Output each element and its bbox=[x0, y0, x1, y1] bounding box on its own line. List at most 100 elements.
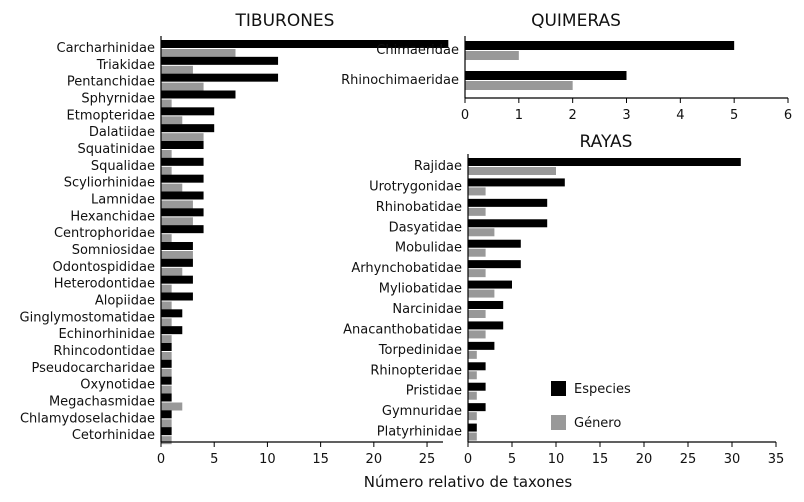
bar-genero-arhynchobatidae bbox=[468, 269, 486, 278]
category-label-dasyatidae: Dasyatidae bbox=[389, 220, 462, 235]
category-label-sphyrnidae: Sphyrnidae bbox=[81, 92, 155, 107]
bar-genero-mobulidae bbox=[468, 248, 486, 257]
bar-genero-pseudocarcharidae bbox=[161, 368, 172, 377]
panel-title: RAYAS bbox=[580, 132, 633, 152]
legend-label-g-nero: Género bbox=[574, 416, 621, 431]
x-tick-label: 2 bbox=[569, 108, 577, 123]
category-label-arhynchobatidae: Arhynchobatidae bbox=[351, 261, 462, 276]
bar-especies-odontospididae bbox=[161, 258, 193, 267]
bar-genero-somniosidae bbox=[161, 251, 193, 259]
bar-especies-chlamydoselachidae bbox=[161, 410, 172, 419]
x-tick-label: 10 bbox=[548, 452, 565, 467]
category-label-pentanchidae: Pentanchidae bbox=[67, 75, 155, 90]
bar-especies-squalidae bbox=[161, 157, 204, 166]
bar-especies-lamnidae bbox=[161, 191, 204, 200]
category-label-centrophoridae: Centrophoridae bbox=[54, 226, 155, 241]
x-tick-label: 25 bbox=[419, 452, 436, 467]
bar-genero-triakidae bbox=[161, 65, 193, 74]
bar-especies-heterodontidae bbox=[161, 275, 193, 284]
bar-especies-torpedinidae bbox=[468, 341, 495, 350]
bar-genero-rajidae bbox=[468, 167, 556, 175]
bar-genero-centrophoridae bbox=[161, 234, 172, 243]
bar-especies-centrophoridae bbox=[161, 225, 204, 234]
category-label-platyrhinidae: Platyrhinidae bbox=[377, 425, 462, 440]
bar-genero-carcharhinidae bbox=[161, 49, 236, 57]
category-label-mobulidae: Mobulidae bbox=[395, 241, 462, 256]
bar-genero-sphyrnidae bbox=[161, 99, 172, 108]
bar-especies-gymnuridae bbox=[468, 403, 486, 412]
bar-especies-rhinobatidae bbox=[468, 198, 548, 207]
bar-genero-alopiidae bbox=[161, 301, 172, 310]
legend: Especies Género bbox=[551, 381, 631, 431]
x-tick-label: 30 bbox=[724, 452, 741, 467]
bar-especies-dasyatidae bbox=[468, 219, 548, 228]
category-label-pseudocarcharidae: Pseudocarcharidae bbox=[31, 361, 155, 376]
bar-genero-dasyatidae bbox=[468, 228, 495, 237]
category-label-scyliorhinidae: Scyliorhinidae bbox=[64, 176, 155, 191]
category-label-narcinidae: Narcinidae bbox=[392, 302, 462, 317]
bar-genero-gymnuridae bbox=[468, 412, 477, 421]
legend-swatch-especies bbox=[551, 381, 566, 396]
panel-rayas: RAYAS Rajidae Urotrygonidae Rhinobatidae Das… bbox=[343, 132, 784, 467]
bar-genero-rhinochimaeridae bbox=[465, 81, 573, 90]
bar-especies-arhynchobatidae bbox=[468, 260, 521, 269]
bar-especies-carcharhinidae bbox=[161, 40, 449, 48]
x-tick-label: 25 bbox=[680, 452, 697, 467]
bar-especies-chimaeridae bbox=[465, 41, 735, 50]
legend-label-especies: Especies bbox=[574, 382, 631, 397]
bar-especies-anacanthobatidae bbox=[468, 321, 504, 330]
bar-genero-megachasmidae bbox=[161, 402, 183, 411]
bar-especies-alopiidae bbox=[161, 292, 193, 301]
category-label-hexanchidae: Hexanchidae bbox=[70, 209, 155, 224]
bar-genero-squatinidae bbox=[161, 150, 172, 158]
bar-genero-hexanchidae bbox=[161, 217, 193, 226]
bar-especies-dalatiidae bbox=[161, 124, 215, 133]
bar-genero-echinorhinidae bbox=[161, 335, 172, 344]
category-label-squalidae: Squalidae bbox=[91, 159, 155, 174]
x-tick-label: 10 bbox=[259, 452, 276, 467]
category-label-alopiidae: Alopiidae bbox=[95, 294, 155, 309]
category-label-lamnidae: Lamnidae bbox=[91, 193, 155, 208]
category-label-urotrygonidae: Urotrygonidae bbox=[369, 179, 462, 194]
x-tick-label: 5 bbox=[730, 108, 738, 123]
x-tick-label: 15 bbox=[312, 452, 329, 467]
panel-quimeras: QUIMERAS Chimaeridae Rhinochimaeridae 0 1 2 3 4… bbox=[341, 11, 792, 123]
bar-genero-myliobatidae bbox=[468, 289, 495, 298]
bar-genero-platyrhinidae bbox=[468, 432, 477, 441]
category-label-megachasmidae: Megachasmidae bbox=[49, 395, 155, 410]
bar-especies-pristidae bbox=[468, 382, 486, 391]
bar-genero-dalatiidae bbox=[161, 133, 204, 142]
bar-especies-ginglymostomatidae bbox=[161, 309, 183, 318]
x-tick-label: 5 bbox=[508, 452, 516, 467]
bar-especies-cetorhinidae bbox=[161, 427, 172, 436]
bar-genero-torpedinidae bbox=[468, 350, 477, 359]
panel-title: QUIMERAS bbox=[531, 11, 621, 31]
bar-genero-ginglymostomatidae bbox=[161, 318, 172, 327]
category-label-heterodontidae: Heterodontidae bbox=[54, 277, 155, 292]
bar-especies-urotrygonidae bbox=[468, 178, 565, 187]
bar-especies-platyrhinidae bbox=[468, 423, 477, 432]
bar-especies-rhinochimaeridae bbox=[465, 71, 627, 80]
category-label-dalatiidae: Dalatiidae bbox=[89, 125, 155, 140]
bar-genero-heterodontidae bbox=[161, 284, 172, 293]
category-label-rhincodontidae: Rhincodontidae bbox=[53, 344, 155, 359]
x-tick-label: 0 bbox=[464, 452, 472, 467]
category-label-torpedinidae: Torpedinidae bbox=[378, 343, 462, 358]
bar-especies-mobulidae bbox=[468, 239, 521, 248]
bar-genero-narcinidae bbox=[468, 310, 486, 318]
bar-especies-myliobatidae bbox=[468, 280, 512, 289]
bar-genero-pentanchidae bbox=[161, 82, 204, 91]
bar-genero-chimaeridae bbox=[465, 51, 519, 60]
bar-especies-megachasmidae bbox=[161, 393, 172, 402]
bar-genero-chlamydoselachidae bbox=[161, 419, 172, 428]
category-label-pristidae: Pristidae bbox=[406, 384, 462, 399]
category-label-rhinobatidae: Rhinobatidae bbox=[376, 200, 462, 215]
bar-genero-lamnidae bbox=[161, 200, 193, 209]
bar-especies-etmopteridae bbox=[161, 107, 215, 116]
x-tick-label: 15 bbox=[592, 452, 609, 467]
bar-especies-rhinopteridae bbox=[468, 362, 486, 371]
bar-especies-echinorhinidae bbox=[161, 326, 183, 335]
bar-genero-rhincodontidae bbox=[161, 352, 172, 360]
category-label-ginglymostomatidae: Ginglymostomatidae bbox=[20, 310, 155, 325]
